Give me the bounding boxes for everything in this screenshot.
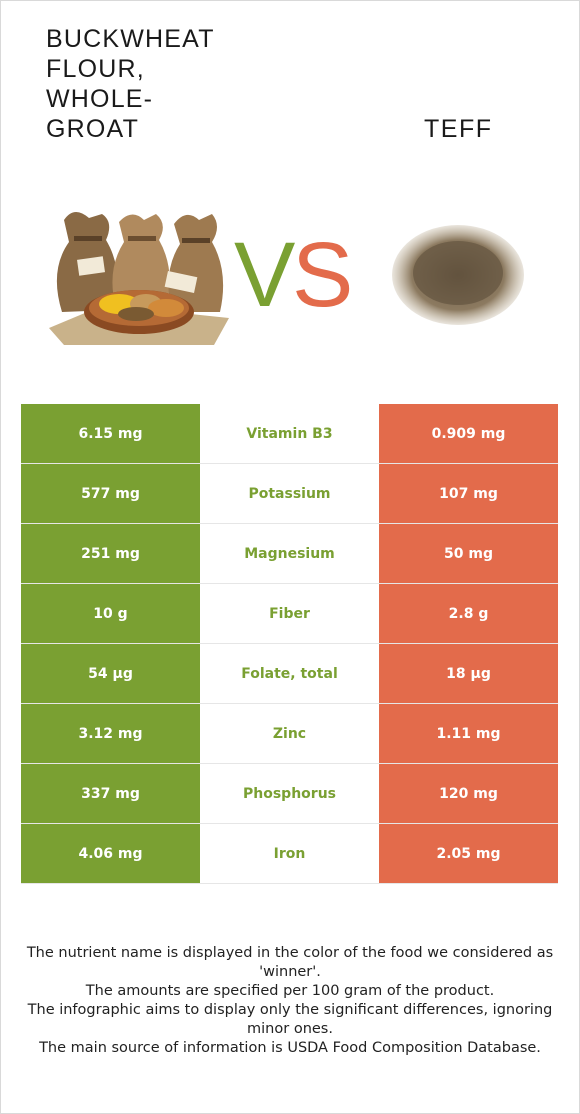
nutrient-name: Vitamin B3 <box>200 404 379 463</box>
right-value: 120 mg <box>379 764 558 823</box>
left-value: 251 mg <box>21 524 200 583</box>
table-row: 10 g Fiber 2.8 g <box>21 584 558 644</box>
vs-graphic: V S <box>234 224 353 318</box>
nutrient-comparison-table: 6.15 mg Vitamin B3 0.909 mg 577 mg Potassium… <box>21 404 558 884</box>
left-value: 54 µg <box>21 644 200 703</box>
footnote: The nutrient name is displayed in the co… <box>26 945 554 980</box>
table-row: 337 mg Phosphorus 120 mg <box>21 764 558 824</box>
left-value: 6.15 mg <box>21 404 200 463</box>
table-row: 251 mg Magnesium 50 mg <box>21 524 558 584</box>
nutrient-name: Potassium <box>200 464 379 523</box>
left-value: 577 mg <box>21 464 200 523</box>
nutrient-name: Fiber <box>200 584 379 643</box>
table-row: 54 µg Folate, total 18 µg <box>21 644 558 704</box>
footnote: The main source of information is USDA F… <box>39 1040 541 1056</box>
nutrient-name: Folate, total <box>200 644 379 703</box>
right-value: 50 mg <box>379 524 558 583</box>
table-row: 3.12 mg Zinc 1.11 mg <box>21 704 558 764</box>
footnotes: The nutrient name is displayed in the co… <box>20 944 560 1058</box>
right-value: 107 mg <box>379 464 558 523</box>
right-value: 2.05 mg <box>379 824 558 883</box>
left-value: 337 mg <box>21 764 200 823</box>
vs-v: V <box>234 224 295 318</box>
table-row: 4.06 mg Iron 2.05 mg <box>21 824 558 884</box>
food-title-right: TEFF <box>424 115 493 143</box>
right-value: 18 µg <box>379 644 558 703</box>
buckwheat-sacks-image <box>49 211 229 345</box>
nutrient-name: Iron <box>200 824 379 883</box>
right-value: 0.909 mg <box>379 404 558 463</box>
nutrient-name: Zinc <box>200 704 379 763</box>
table-row: 577 mg Potassium 107 mg <box>21 464 558 524</box>
footnote: The infographic aims to display only the… <box>27 1002 553 1037</box>
vs-s: S <box>292 224 353 318</box>
left-value: 3.12 mg <box>21 704 200 763</box>
nutrient-name: Magnesium <box>200 524 379 583</box>
table-row: 6.15 mg Vitamin B3 0.909 mg <box>21 404 558 464</box>
left-value: 4.06 mg <box>21 824 200 883</box>
right-value: 2.8 g <box>379 584 558 643</box>
food-title-left: BUCKWHEAT FLOUR, WHOLE-GROAT <box>46 25 215 143</box>
nutrient-name: Phosphorus <box>200 764 379 823</box>
right-value: 1.11 mg <box>379 704 558 763</box>
teff-pile-image <box>392 225 524 325</box>
left-value: 10 g <box>21 584 200 643</box>
footnote: The amounts are specified per 100 gram o… <box>85 983 495 999</box>
